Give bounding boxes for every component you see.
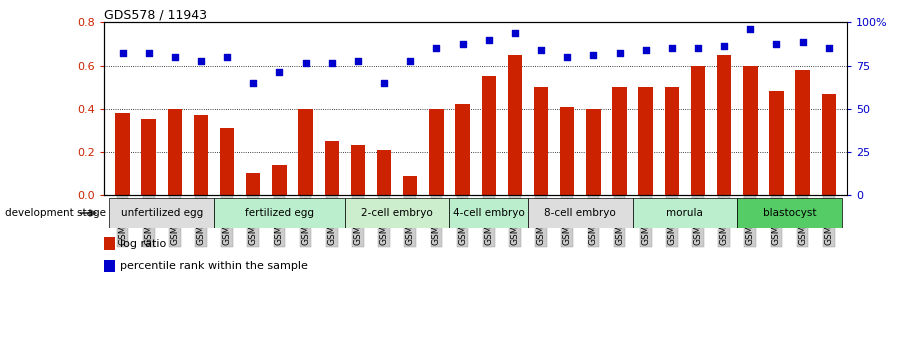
Bar <box>456 104 470 195</box>
Text: development stage: development stage <box>5 208 105 218</box>
Point <box>272 69 286 75</box>
Point <box>639 48 653 53</box>
Bar <box>168 109 182 195</box>
Bar <box>377 150 391 195</box>
Bar <box>534 87 548 195</box>
Bar <box>639 87 653 195</box>
Point <box>534 48 548 53</box>
Point <box>429 46 444 51</box>
Bar <box>115 113 130 195</box>
Bar <box>632 198 737 228</box>
Bar <box>481 76 496 195</box>
Text: blastocyst: blastocyst <box>763 208 816 218</box>
Bar <box>429 109 444 195</box>
Bar <box>528 198 632 228</box>
Text: fertilized egg: fertilized egg <box>245 208 314 218</box>
Point <box>769 41 784 47</box>
Bar <box>507 55 522 195</box>
Point <box>220 54 235 60</box>
Bar <box>822 93 836 195</box>
Bar <box>220 128 235 195</box>
Text: unfertilized egg: unfertilized egg <box>120 208 203 218</box>
Bar <box>769 91 784 195</box>
Bar <box>351 145 365 195</box>
Text: 2-cell embryo: 2-cell embryo <box>361 208 433 218</box>
Point <box>115 50 130 55</box>
Point <box>377 80 391 86</box>
Point <box>141 50 156 55</box>
Bar <box>214 198 345 228</box>
Bar <box>110 198 214 228</box>
Text: log ratio: log ratio <box>120 239 167 249</box>
Bar <box>194 115 208 195</box>
Point <box>298 61 313 66</box>
Bar <box>665 87 679 195</box>
Point <box>743 26 757 32</box>
Point <box>481 37 496 42</box>
Bar <box>273 165 286 195</box>
Point <box>717 43 731 49</box>
Point <box>246 80 261 86</box>
Point <box>168 54 182 60</box>
Point <box>324 61 339 66</box>
Bar <box>141 119 156 195</box>
Text: GDS578 / 11943: GDS578 / 11943 <box>104 8 207 21</box>
Point <box>612 50 627 55</box>
Point <box>194 58 208 64</box>
Bar <box>104 260 115 273</box>
Point <box>456 41 470 47</box>
Bar <box>246 173 261 195</box>
Point <box>403 58 418 64</box>
Bar <box>795 70 810 195</box>
Bar <box>345 198 449 228</box>
Bar <box>737 198 842 228</box>
Bar <box>612 87 627 195</box>
Bar <box>743 66 757 195</box>
Bar <box>104 237 115 250</box>
Point <box>665 46 680 51</box>
Bar <box>717 55 731 195</box>
Point <box>586 52 601 58</box>
Bar <box>560 107 574 195</box>
Bar <box>403 176 418 195</box>
Text: morula: morula <box>667 208 703 218</box>
Point <box>795 39 810 45</box>
Point <box>822 46 836 51</box>
Bar <box>586 109 601 195</box>
Bar <box>298 109 313 195</box>
Text: 4-cell embryo: 4-cell embryo <box>453 208 525 218</box>
Point <box>560 54 574 60</box>
Text: percentile rank within the sample: percentile rank within the sample <box>120 261 308 271</box>
Bar <box>324 141 339 195</box>
Bar <box>690 66 705 195</box>
Point <box>690 46 705 51</box>
Point <box>507 30 522 36</box>
Bar <box>449 198 528 228</box>
Point <box>351 58 365 64</box>
Text: 8-cell embryo: 8-cell embryo <box>545 208 616 218</box>
